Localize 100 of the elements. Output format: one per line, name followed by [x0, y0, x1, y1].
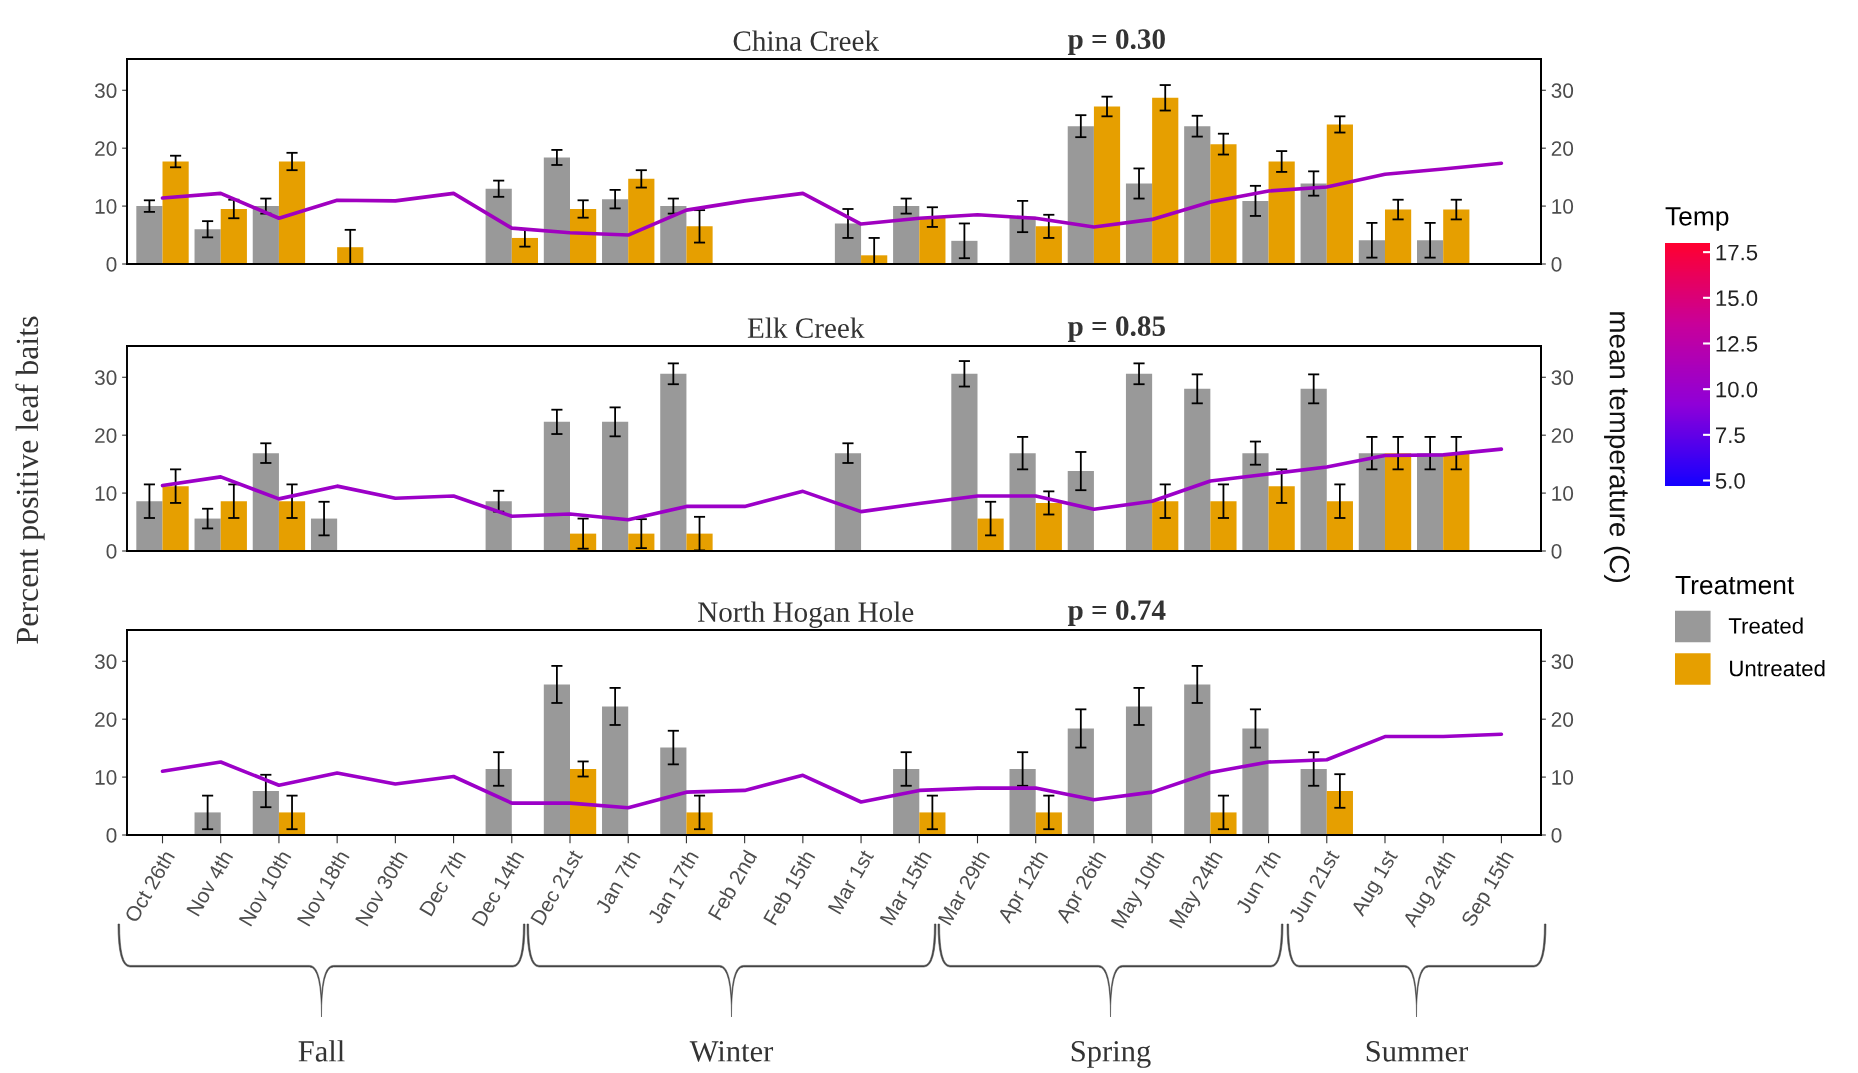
bar	[1210, 812, 1237, 835]
bar	[1035, 226, 1062, 264]
y-tick-label: 10	[95, 770, 117, 785]
bar	[1242, 200, 1269, 264]
bar	[220, 501, 247, 551]
bar	[1067, 728, 1094, 835]
bar	[1242, 728, 1269, 835]
color-bar-title: Temp	[1665, 207, 1729, 231]
bar	[1125, 183, 1153, 264]
bar	[686, 226, 713, 264]
bar	[686, 533, 713, 551]
y-axis-title: Percent positive leaf baits	[15, 316, 45, 644]
bar	[1009, 216, 1036, 264]
y-tick-label: 0	[106, 544, 117, 559]
color-bar-label: 7.5	[1716, 427, 1745, 444]
y2-tick-label: 10	[1552, 770, 1574, 785]
bar	[337, 247, 364, 264]
bar	[194, 518, 221, 551]
y2-tick-label: 20	[1551, 428, 1574, 443]
bar	[1184, 126, 1211, 264]
bar	[1125, 373, 1153, 551]
bar	[1358, 240, 1385, 264]
y2-tick-label: 0	[1551, 257, 1562, 272]
y-tick-label: 20	[95, 141, 117, 156]
text: Fall	[298, 1040, 345, 1062]
bar	[1067, 471, 1094, 551]
y-tick-label: 10	[95, 199, 117, 214]
line-series	[160, 447, 1504, 522]
bar	[485, 188, 512, 264]
bar	[893, 768, 920, 835]
y2-tick-label: 30	[1551, 654, 1574, 670]
text: p = 0.30	[1067, 29, 1165, 55]
chart-title: Elk Creek	[747, 317, 865, 338]
x-tick-label: Dec 7th	[418, 849, 467, 917]
bar	[602, 706, 629, 835]
bar	[919, 812, 946, 835]
chart-title: North Hogan Hole	[698, 601, 914, 628]
y2-tick-label: 20	[1551, 712, 1574, 727]
y2-tick-label: 10	[1552, 199, 1574, 214]
bar	[252, 206, 279, 264]
bar	[278, 501, 306, 551]
y-tick-label: 30	[94, 654, 117, 670]
bar	[543, 421, 570, 551]
bar	[543, 684, 570, 835]
bar	[1035, 502, 1062, 551]
bar	[511, 237, 538, 264]
bar	[660, 373, 687, 551]
y2-tick-label: 10	[1552, 486, 1574, 501]
bar	[252, 453, 279, 551]
y2-tick-label: 0	[1551, 828, 1562, 843]
bar	[1242, 453, 1269, 551]
bar	[1326, 501, 1353, 551]
bar	[485, 501, 512, 551]
bar	[194, 229, 221, 264]
line-series	[160, 161, 1504, 237]
bar	[278, 161, 306, 264]
bar	[1358, 453, 1385, 551]
bar	[194, 812, 221, 835]
bar	[570, 208, 597, 264]
bar	[1184, 684, 1211, 835]
y-tick-label: 20	[95, 428, 117, 443]
bar	[951, 373, 978, 551]
bar	[1326, 790, 1353, 835]
text: Spring	[1071, 1041, 1151, 1068]
bar	[310, 518, 338, 551]
bar	[686, 812, 713, 835]
bar	[1125, 706, 1153, 835]
bar	[1009, 453, 1036, 551]
x-tick-label: Jan 7th	[594, 849, 641, 915]
bar	[602, 199, 629, 264]
y-tick-label: 30	[94, 370, 117, 386]
bar	[919, 217, 946, 264]
line-series	[160, 732, 1504, 810]
legend-title: Treatment	[1675, 575, 1795, 595]
y-tick-label: 30	[94, 83, 117, 99]
legend-label: Untreated	[1730, 660, 1825, 677]
bar	[1210, 144, 1237, 264]
bar	[1210, 501, 1237, 551]
text: p = 0.85	[1067, 316, 1165, 342]
bar	[485, 768, 512, 835]
bar	[1067, 126, 1094, 264]
bar	[660, 206, 687, 264]
y2-axis-title: mean temperature (C)	[1604, 312, 1630, 582]
bar	[252, 790, 279, 835]
bar	[543, 157, 570, 264]
text: Winter	[689, 1041, 774, 1062]
bar	[1300, 768, 1327, 835]
y-tick-label: 0	[106, 828, 117, 843]
y2-tick-label: 0	[1551, 544, 1562, 559]
text: Summer	[1366, 1041, 1468, 1062]
bar	[136, 501, 163, 551]
y2-tick-label: 30	[1551, 83, 1574, 99]
color-bar-label: 10.0	[1716, 381, 1758, 398]
bar	[1152, 501, 1179, 551]
bar	[893, 206, 920, 264]
bar	[1384, 453, 1412, 551]
bar	[660, 747, 687, 835]
y-tick-label: 20	[95, 712, 117, 727]
bar	[570, 768, 597, 835]
bar	[278, 812, 306, 835]
